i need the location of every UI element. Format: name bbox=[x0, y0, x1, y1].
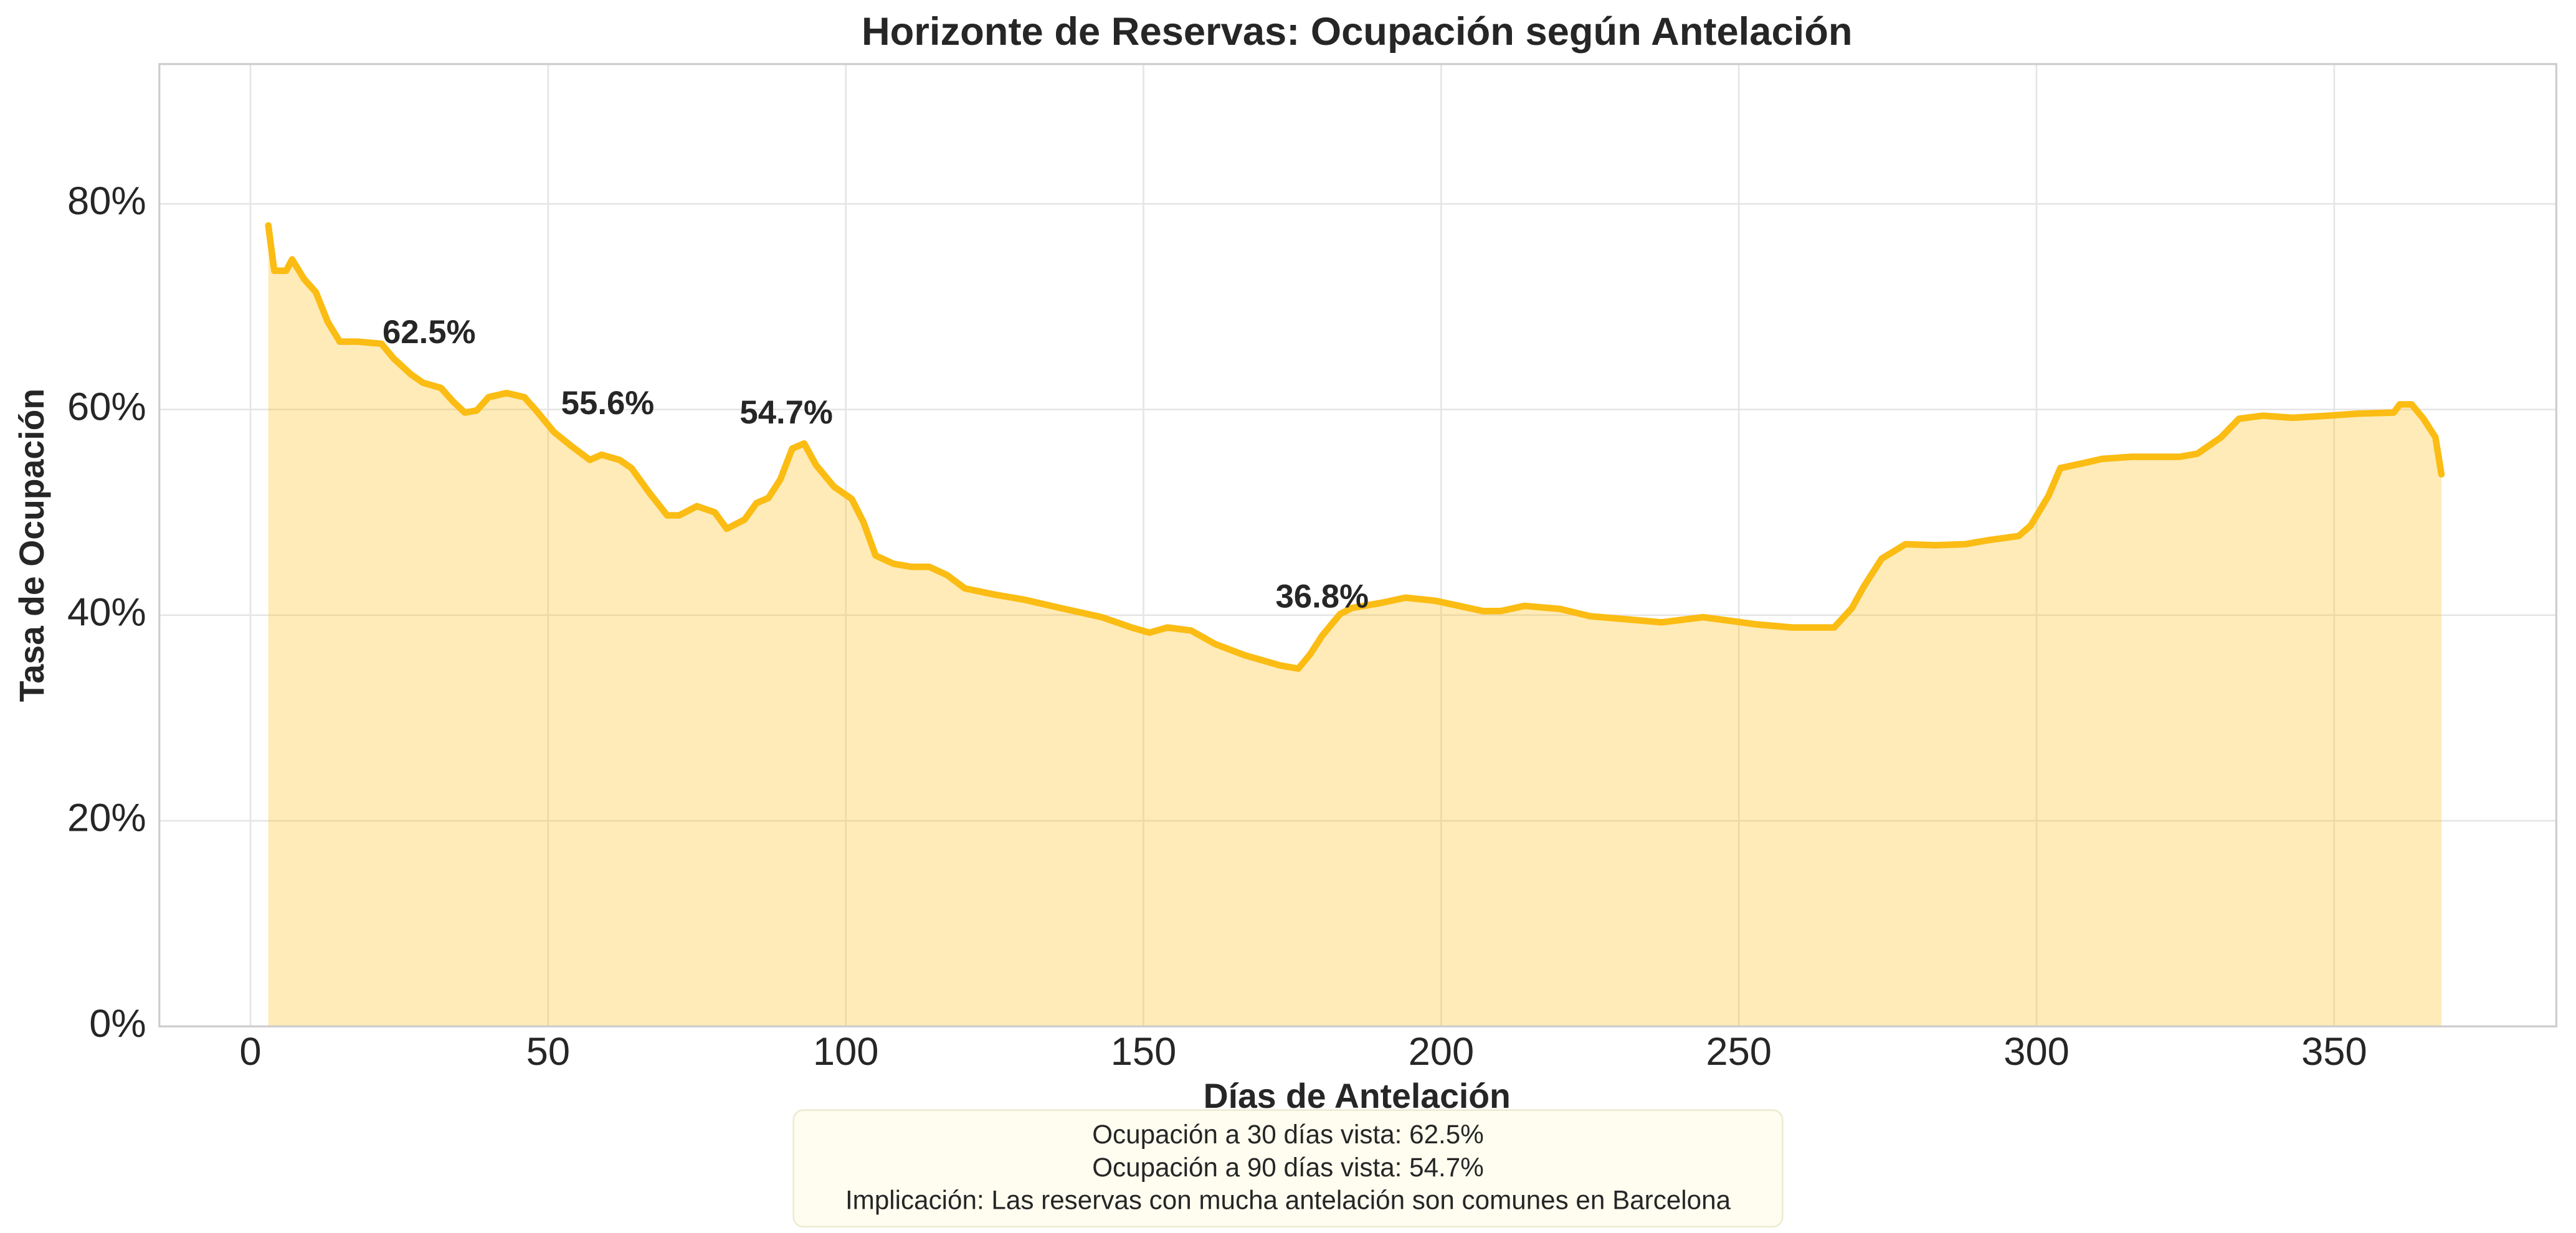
annotation: 36.8% bbox=[1275, 578, 1369, 615]
y-axis-label: Tasa de Ocupación bbox=[12, 389, 51, 702]
plot-frame bbox=[158, 63, 2557, 1028]
y-tick-label: 20% bbox=[67, 796, 146, 840]
x-tick-label: 100 bbox=[813, 1030, 879, 1074]
x-tick-label: 0 bbox=[239, 1030, 261, 1074]
note-line: Ocupación a 90 días vista: 54.7% bbox=[1092, 1153, 1484, 1182]
x-tick-label: 300 bbox=[2003, 1030, 2070, 1074]
annotation: 62.5% bbox=[383, 314, 476, 351]
note-line: Implicación: Las reservas con mucha ante… bbox=[845, 1186, 1731, 1215]
y-tick-label: 0% bbox=[89, 1002, 146, 1046]
y-tick-label: 40% bbox=[67, 591, 146, 635]
x-tick-label: 250 bbox=[1706, 1030, 1772, 1074]
chart-title: Horizonte de Reservas: Ocupación según A… bbox=[862, 10, 1853, 54]
note-box bbox=[792, 1109, 1784, 1228]
annotation: 54.7% bbox=[739, 394, 833, 431]
x-tick-label: 150 bbox=[1111, 1030, 1177, 1074]
area-fill bbox=[268, 225, 2441, 1027]
y-tick-label: 80% bbox=[67, 179, 146, 223]
y-tick-label: 60% bbox=[67, 385, 146, 428]
note-line: Ocupación a 30 días vista: 62.5% bbox=[1092, 1120, 1484, 1149]
annotation: 55.6% bbox=[561, 385, 655, 422]
line bbox=[265, 222, 2445, 672]
x-tick-label: 200 bbox=[1409, 1030, 1475, 1074]
x-tick-label: 50 bbox=[526, 1030, 570, 1074]
x-tick-label: 350 bbox=[2301, 1030, 2367, 1074]
x-axis-label: Días de Antelación bbox=[1204, 1077, 1511, 1115]
